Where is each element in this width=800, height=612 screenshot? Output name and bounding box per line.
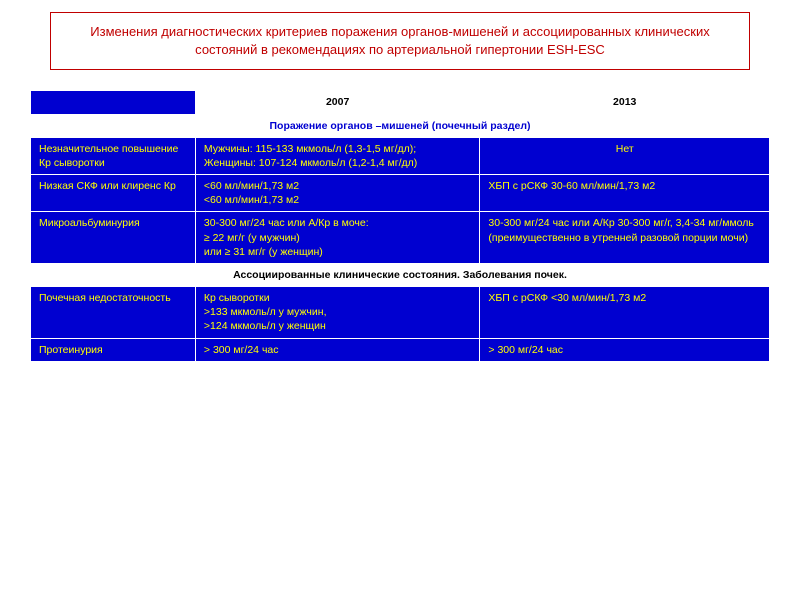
row-label: Протеинурия [31, 338, 196, 361]
table-row: Почечная недостаточность Кр сыворотки>13… [31, 287, 770, 339]
row-2013: ХБП с рСКФ 30-60 мл/мин/1,73 м2 [480, 175, 770, 212]
row-2013: ХБП с рСКФ <30 мл/мин/1,73 м2 [480, 287, 770, 339]
table-row: Микроальбуминурия 30-300 мг/24 час или А… [31, 212, 770, 264]
row-2007: Мужчины: 115-133 мкмоль/л (1,3-1,5 мг/дл… [195, 137, 480, 174]
section2-row: Ассоциированные клинические состояния. З… [31, 263, 770, 286]
year-2013-header: 2013 [480, 91, 770, 114]
row-label: Почечная недостаточность [31, 287, 196, 339]
title-text: Изменения диагностических критериев пора… [90, 24, 709, 57]
row-label: Незначительное повышение Кр сыворотки [31, 137, 196, 174]
criteria-table: 2007 2013 Поражение органов –мишеней (по… [30, 90, 770, 361]
header-empty-cell [31, 91, 196, 114]
year-2007-header: 2007 [195, 91, 480, 114]
header-row: 2007 2013 [31, 91, 770, 114]
row-2007: Кр сыворотки>133 мкмоль/л у мужчин,>124 … [195, 287, 480, 339]
row-2007: > 300 мг/24 час [195, 338, 480, 361]
row-2013: 30-300 мг/24 час или А/Кр 30-300 мг/г, 3… [480, 212, 770, 264]
row-2013: Нет [480, 137, 770, 174]
title-box: Изменения диагностических критериев пора… [50, 12, 750, 70]
row-2007: <60 мл/мин/1,73 м2<60 мл/мин/1,73 м2 [195, 175, 480, 212]
table-row: Протеинурия > 300 мг/24 час > 300 мг/24 … [31, 338, 770, 361]
row-2013: > 300 мг/24 час [480, 338, 770, 361]
section1-cell: Поражение органов –мишеней (почечный раз… [31, 114, 770, 137]
row-2007: 30-300 мг/24 час или А/Кр в моче:≥ 22 мг… [195, 212, 480, 264]
section1-row: Поражение органов –мишеней (почечный раз… [31, 114, 770, 137]
row-label: Микроальбуминурия [31, 212, 196, 264]
section2-cell: Ассоциированные клинические состояния. З… [31, 263, 770, 286]
table-row: Незначительное повышение Кр сыворотки Му… [31, 137, 770, 174]
row-label: Низкая СКФ или клиренс Кр [31, 175, 196, 212]
table-row: Низкая СКФ или клиренс Кр <60 мл/мин/1,7… [31, 175, 770, 212]
